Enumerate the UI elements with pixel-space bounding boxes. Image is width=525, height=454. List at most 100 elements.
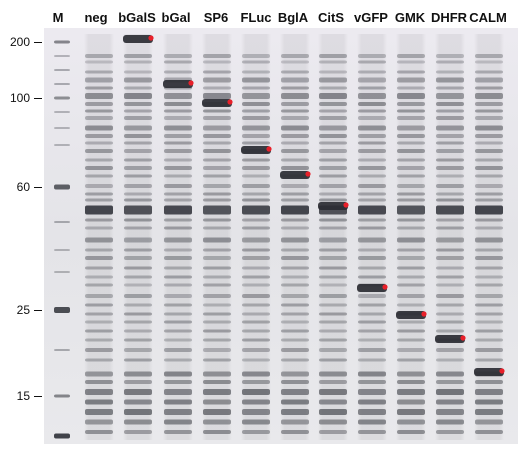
protein-band <box>358 371 386 377</box>
protein-band <box>164 248 192 252</box>
protein-band <box>203 256 231 260</box>
protein-band <box>436 312 464 316</box>
protein-band <box>85 192 113 196</box>
protein-band <box>85 303 113 307</box>
protein-band <box>124 399 152 405</box>
protein-band <box>164 237 192 243</box>
protein-band <box>358 54 386 58</box>
protein-band <box>397 192 425 196</box>
protein-band <box>124 70 152 74</box>
protein-band <box>281 256 309 260</box>
protein-band <box>436 77 464 83</box>
protein-band <box>242 158 270 162</box>
protein-band <box>242 338 270 342</box>
protein-band <box>85 70 113 74</box>
protein-band <box>124 389 152 395</box>
protein-band <box>164 166 192 170</box>
marker-band <box>54 127 70 129</box>
protein-band <box>319 54 347 58</box>
protein-band <box>319 141 347 145</box>
protein-band <box>85 371 113 377</box>
protein-band <box>203 338 231 342</box>
protein-band <box>436 275 464 279</box>
lane-label-m: M <box>52 10 64 25</box>
protein-band <box>319 312 347 316</box>
lane-label-gmk: GMK <box>394 10 426 25</box>
protein-band <box>203 348 231 352</box>
protein-band <box>164 70 192 74</box>
protein-band <box>124 205 152 215</box>
protein-band <box>319 226 347 230</box>
protein-band <box>436 409 464 415</box>
protein-band <box>358 174 386 178</box>
protein-band <box>124 338 152 342</box>
protein-band <box>319 256 347 260</box>
protein-band <box>124 248 152 252</box>
protein-band <box>203 60 231 64</box>
protein-band <box>85 77 113 83</box>
protein-band <box>85 294 113 298</box>
protein-band <box>319 358 347 362</box>
protein-band <box>436 303 464 307</box>
protein-band <box>436 248 464 252</box>
protein-band <box>164 226 192 230</box>
protein-band <box>242 266 270 270</box>
protein-band <box>397 141 425 145</box>
protein-band <box>436 86 464 90</box>
protein-band <box>124 166 152 170</box>
protein-band <box>319 184 347 188</box>
protein-band <box>281 348 309 352</box>
protein-band <box>358 338 386 342</box>
protein-band <box>164 134 192 138</box>
mw-tick-200 <box>34 42 42 43</box>
protein-band <box>358 430 386 434</box>
protein-band <box>281 320 309 324</box>
protein-band <box>124 430 152 434</box>
protein-band <box>281 303 309 307</box>
protein-band <box>358 218 386 222</box>
protein-band <box>281 93 309 99</box>
protein-band <box>85 237 113 243</box>
target-dot <box>188 80 194 86</box>
protein-band <box>358 184 386 188</box>
protein-band <box>319 329 347 333</box>
target-band <box>202 99 232 107</box>
protein-band <box>164 329 192 333</box>
protein-band <box>281 409 309 415</box>
protein-band <box>242 125 270 131</box>
protein-band <box>475 312 503 316</box>
protein-band <box>242 166 270 170</box>
protein-band <box>203 93 231 99</box>
protein-band <box>124 141 152 145</box>
protein-band <box>436 93 464 99</box>
protein-band <box>203 125 231 131</box>
protein-band <box>436 380 464 384</box>
protein-band <box>436 102 464 106</box>
protein-band <box>164 60 192 64</box>
protein-band <box>319 237 347 243</box>
protein-band <box>164 303 192 307</box>
lane-label-cits: CitS <box>318 10 344 25</box>
protein-band <box>358 409 386 415</box>
protein-band <box>319 93 347 99</box>
protein-band <box>242 205 270 215</box>
mw-label-60: 60 <box>16 180 30 194</box>
protein-band <box>358 419 386 425</box>
protein-band <box>358 70 386 74</box>
target-dot <box>343 202 349 208</box>
protein-band <box>358 192 386 196</box>
protein-band <box>203 294 231 298</box>
protein-band <box>124 102 152 106</box>
protein-band <box>124 358 152 362</box>
protein-band <box>164 358 192 362</box>
protein-band <box>436 192 464 196</box>
protein-band <box>436 166 464 170</box>
protein-band <box>242 320 270 324</box>
target-band <box>357 284 387 292</box>
marker-band <box>54 433 70 439</box>
lane-1 <box>84 34 114 440</box>
protein-band <box>124 134 152 138</box>
protein-band <box>124 77 152 83</box>
target-dot <box>460 335 466 341</box>
protein-band <box>358 256 386 260</box>
